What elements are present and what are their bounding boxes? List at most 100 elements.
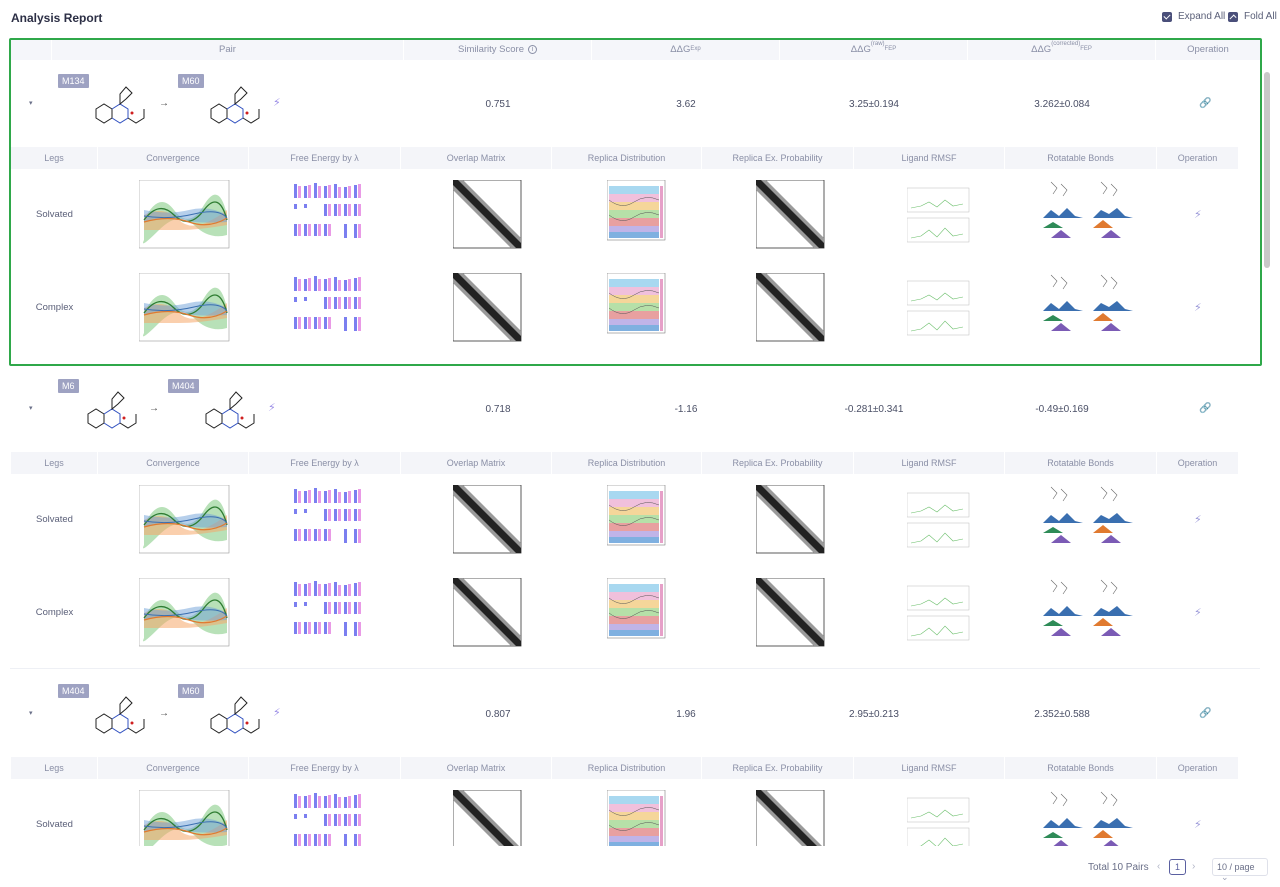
link-icon[interactable]: 🔗 (1199, 98, 1212, 109)
refresh-icon[interactable]: ⚡ (1194, 302, 1202, 314)
scrollbar-thumb[interactable] (1264, 72, 1270, 268)
leg-row: Complex ⚡ (11, 263, 1238, 356)
free-energy-plot[interactable] (290, 578, 372, 648)
ddg-raw-value: 3.25±0.194 (849, 99, 899, 110)
overlap-matrix-plot[interactable] (453, 578, 523, 648)
replica-probability-plot[interactable] (756, 273, 826, 343)
to-molecule-structure (210, 86, 260, 124)
link-icon[interactable]: 🔗 (1199, 403, 1212, 414)
convergence-plot[interactable] (139, 180, 231, 250)
legs-header-replica-dist: Replica Distribution (552, 147, 702, 169)
rotatable-bonds-plot[interactable] (1041, 180, 1141, 242)
overlap-matrix-plot[interactable] (453, 790, 523, 846)
page-number-current[interactable]: 1 (1169, 859, 1186, 875)
replica-probability-plot[interactable] (756, 180, 826, 250)
refresh-icon[interactable]: ⚡ (1194, 607, 1202, 619)
table-row[interactable]: ▾ M404 → M60 ⚡ 0.807 1.96 2.95±0.213 2.3… (10, 671, 1260, 756)
pagination: Total 10 Pairs ‹ 1 › 10 / page ⌄ (0, 852, 1280, 882)
caret-down-icon[interactable]: ▾ (29, 405, 33, 412)
pair-block: ▾ M134 → M60 ⚡ 0.751 3.62 3.25±0.194 3.2… (10, 61, 1260, 146)
legs-header-ligand-rmsf: Ligand RMSF (854, 147, 1005, 169)
link-icon[interactable]: 🔗 (1199, 708, 1212, 719)
legs-header-convergence: Convergence (98, 452, 249, 474)
replica-distribution-plot[interactable] (607, 790, 667, 846)
refresh-icon[interactable]: ⚡ (1194, 514, 1202, 526)
replica-distribution-plot[interactable] (607, 180, 667, 242)
rotatable-bonds-plot[interactable] (1041, 790, 1141, 846)
convergence-plot[interactable] (139, 485, 231, 555)
lightning-icon[interactable]: ⚡ (273, 97, 281, 109)
ddg-corr-value: 2.352±0.588 (1034, 709, 1090, 720)
to-molecule-tag: M404 (168, 379, 199, 393)
chevron-left-icon[interactable]: ‹ (1157, 861, 1161, 872)
ligand-rmsf-plot[interactable] (907, 790, 971, 846)
ligand-rmsf-plot[interactable] (907, 578, 971, 642)
ddg-exp-value: 3.62 (676, 99, 696, 110)
legs-header-rot-bonds: Rotatable Bonds (1005, 147, 1157, 169)
ligand-rmsf-plot[interactable] (907, 485, 971, 549)
leg-name: Solvated (36, 819, 73, 830)
from-molecule-structure (87, 391, 137, 429)
legs-header-replica-prob: Replica Ex. Probability (702, 757, 854, 779)
page-size-select[interactable]: 10 / page ⌄ (1212, 858, 1268, 882)
leg-row: Solvated ⚡ (11, 780, 1238, 846)
from-molecule-tag: M6 (58, 379, 79, 393)
fold-all-button[interactable]: Fold All (1228, 11, 1277, 22)
header-expand-col (10, 38, 52, 60)
chevron-right-icon[interactable]: › (1192, 861, 1196, 872)
info-icon[interactable]: i (528, 44, 537, 54)
arrow-icon: → (159, 98, 169, 109)
legs-header-replica-dist: Replica Distribution (552, 452, 702, 474)
refresh-icon[interactable]: ⚡ (1194, 819, 1202, 831)
replica-probability-plot[interactable] (756, 790, 826, 846)
ligand-rmsf-plot[interactable] (907, 273, 971, 337)
convergence-plot[interactable] (139, 790, 231, 846)
convergence-plot[interactable] (139, 578, 231, 648)
to-molecule-structure (205, 391, 255, 429)
rotatable-bonds-plot[interactable] (1041, 485, 1141, 547)
legs-header: Legs Convergence Free Energy by λ Overla… (11, 757, 1238, 779)
overlap-matrix-plot[interactable] (453, 485, 523, 555)
free-energy-plot[interactable] (290, 485, 372, 555)
replica-distribution-plot[interactable] (607, 485, 667, 547)
convergence-plot[interactable] (139, 273, 231, 343)
free-energy-plot[interactable] (290, 273, 372, 343)
free-energy-plot[interactable] (290, 180, 372, 250)
arrow-icon: → (159, 708, 169, 719)
from-molecule-structure (95, 86, 145, 124)
leg-row: Complex ⚡ (11, 568, 1238, 661)
lightning-icon[interactable]: ⚡ (273, 707, 281, 719)
caret-down-icon[interactable]: ▾ (29, 100, 33, 107)
legs-header-legs: Legs (11, 757, 98, 779)
overlap-matrix-plot[interactable] (453, 180, 523, 250)
page-title: Analysis Report (11, 11, 103, 25)
expand-all-button[interactable]: Expand All (1162, 11, 1225, 22)
rotatable-bonds-plot[interactable] (1041, 273, 1141, 335)
legs-header-overlap: Overlap Matrix (401, 452, 552, 474)
replica-distribution-plot[interactable] (607, 578, 667, 640)
from-molecule-tag: M404 (58, 684, 89, 698)
replica-distribution-plot[interactable] (607, 273, 667, 335)
replica-probability-plot[interactable] (756, 485, 826, 555)
overlap-matrix-plot[interactable] (453, 273, 523, 343)
top-bar: Analysis Report Expand All Fold All (0, 0, 1280, 34)
leg-row: Solvated ⚡ (11, 475, 1238, 568)
legs-header-free-energy: Free Energy by λ (249, 147, 401, 169)
total-count: Total 10 Pairs (1088, 862, 1149, 873)
table-row[interactable]: ▾ M6 → M404 ⚡ 0.718 -1.16 -0.281±0.341 -… (10, 366, 1260, 451)
legs-header: Legs Convergence Free Energy by λ Overla… (11, 147, 1238, 169)
caret-down-icon[interactable]: ▾ (29, 710, 33, 717)
lightning-icon[interactable]: ⚡ (268, 402, 276, 414)
ddg-corr-value: -0.49±0.169 (1035, 404, 1089, 415)
legs-header-convergence: Convergence (98, 147, 249, 169)
legs-header-legs: Legs (11, 147, 98, 169)
refresh-icon[interactable]: ⚡ (1194, 209, 1202, 221)
rotatable-bonds-plot[interactable] (1041, 578, 1141, 640)
legs-header-free-energy: Free Energy by λ (249, 452, 401, 474)
ligand-rmsf-plot[interactable] (907, 180, 971, 244)
fold-all-label: Fold All (1244, 11, 1277, 22)
table-row[interactable]: ▾ M134 → M60 ⚡ 0.751 3.62 3.25±0.194 3.2… (10, 61, 1260, 146)
replica-probability-plot[interactable] (756, 578, 826, 648)
legs-header-legs: Legs (11, 452, 98, 474)
free-energy-plot[interactable] (290, 790, 372, 846)
